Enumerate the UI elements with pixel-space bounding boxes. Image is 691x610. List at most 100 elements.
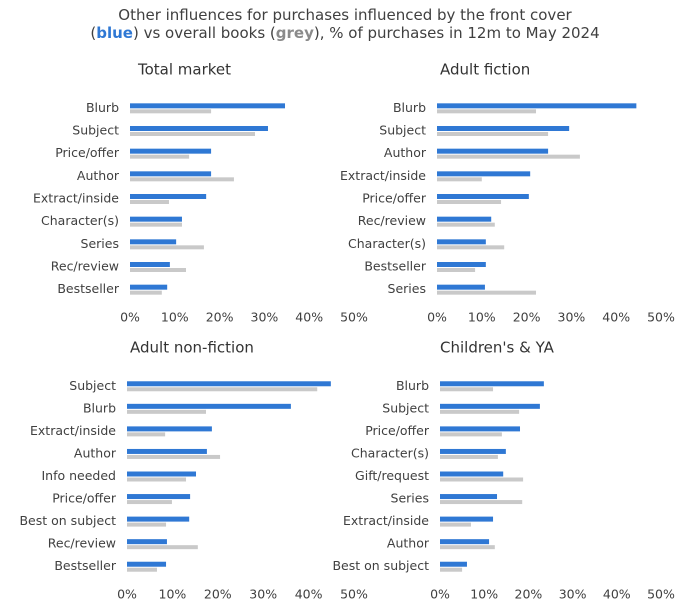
- bar: [440, 545, 495, 550]
- bar: [130, 103, 286, 109]
- y-tick-label: Subject: [379, 123, 426, 138]
- bar: [437, 245, 505, 250]
- y-tick-label: Character(s): [348, 236, 426, 251]
- bar: [440, 522, 471, 527]
- title-text: Other influences for purchases influence…: [118, 6, 572, 24]
- x-tick-label: 30%: [559, 587, 587, 602]
- y-tick-label: Subject: [69, 378, 116, 393]
- y-tick-label: Bestseller: [57, 281, 120, 296]
- y-tick-label: Price/offer: [55, 145, 120, 160]
- bar: [127, 545, 198, 550]
- y-tick-label: Best on subject: [332, 558, 429, 573]
- y-tick-label: Extract/inside: [33, 191, 119, 206]
- bar: [130, 109, 212, 114]
- y-tick-label: Price/offer: [365, 423, 430, 438]
- bar: [127, 403, 291, 409]
- title-text: ) vs overall books (: [133, 24, 276, 42]
- bar: [127, 432, 166, 437]
- bar: [437, 200, 502, 204]
- y-tick-label: Extract/inside: [340, 168, 426, 183]
- chart-title: Other influences for purchases influence…: [118, 6, 572, 24]
- bar: [437, 177, 482, 182]
- y-tick-label: Rec/review: [51, 259, 119, 274]
- bar: [127, 567, 157, 572]
- title-text: (: [90, 24, 96, 42]
- y-tick-label: Price/offer: [362, 191, 427, 206]
- bar: [127, 381, 331, 387]
- bar: [130, 177, 234, 182]
- panel-title: Total market: [137, 61, 231, 79]
- y-tick-label: Subject: [72, 123, 119, 138]
- title-grey: grey: [276, 24, 314, 42]
- bar: [437, 290, 537, 295]
- bar: [130, 216, 182, 222]
- bar: [130, 262, 170, 267]
- bar: [130, 200, 169, 204]
- bar: [440, 426, 521, 432]
- title-blue: blue: [96, 24, 133, 42]
- x-tick-label: 50%: [647, 587, 675, 602]
- bar: [127, 516, 190, 522]
- bar: [127, 454, 221, 459]
- bar: [440, 454, 498, 459]
- bar: [437, 126, 570, 131]
- bar: [437, 284, 485, 290]
- bar: [130, 222, 182, 227]
- y-tick-label: Series: [81, 236, 119, 251]
- y-tick-label: Subject: [382, 400, 429, 415]
- bar: [127, 387, 318, 392]
- bar: [127, 477, 187, 482]
- x-tick-label: 30%: [251, 310, 279, 325]
- panel-title: Adult non-fiction: [130, 339, 254, 357]
- bar: [127, 539, 167, 545]
- bar: [437, 268, 476, 272]
- bar: [127, 494, 191, 500]
- bar: [440, 539, 490, 545]
- x-tick-label: 10%: [159, 587, 187, 602]
- y-tick-label: Series: [391, 491, 429, 506]
- bar: [440, 432, 502, 437]
- bar: [437, 239, 486, 245]
- bar: [127, 409, 206, 414]
- x-tick-label: 0%: [120, 310, 140, 325]
- y-tick-label: Character(s): [351, 445, 429, 460]
- bar: [437, 262, 486, 267]
- bar: [127, 471, 197, 477]
- bar: [440, 494, 498, 500]
- bar: [127, 522, 167, 527]
- panel-title: Children's & YA: [440, 339, 555, 357]
- y-tick-label: Rec/review: [48, 536, 116, 551]
- bar: [127, 426, 212, 432]
- x-tick-label: 0%: [427, 310, 447, 325]
- y-tick-label: Blurb: [86, 100, 119, 115]
- panel-title: Adult fiction: [440, 61, 530, 79]
- x-tick-label: 20%: [204, 587, 232, 602]
- bar: [437, 148, 549, 154]
- y-tick-label: Blurb: [396, 378, 429, 393]
- y-tick-label: Blurb: [83, 400, 116, 415]
- y-tick-label: Info needed: [42, 468, 117, 483]
- bar: [130, 239, 177, 245]
- bar: [437, 171, 531, 177]
- bar: [437, 132, 549, 136]
- y-tick-label: Price/offer: [52, 491, 117, 506]
- bar: [130, 245, 204, 250]
- y-tick-label: Series: [388, 281, 426, 296]
- bar: [130, 126, 268, 131]
- x-tick-label: 40%: [603, 587, 631, 602]
- x-tick-label: 30%: [249, 587, 277, 602]
- y-tick-label: Author: [74, 445, 117, 460]
- bar: [440, 561, 467, 567]
- bar: [440, 477, 524, 482]
- bar: [440, 381, 544, 387]
- chart-subtitle: (blue) vs overall books (grey), % of pur…: [90, 24, 599, 42]
- bar: [130, 132, 255, 136]
- x-tick-label: 10%: [468, 310, 496, 325]
- bar: [130, 268, 186, 272]
- y-tick-label: Extract/inside: [30, 423, 116, 438]
- x-tick-label: 40%: [295, 587, 323, 602]
- bar: [440, 471, 504, 477]
- bar: [130, 194, 207, 199]
- bar: [440, 409, 520, 414]
